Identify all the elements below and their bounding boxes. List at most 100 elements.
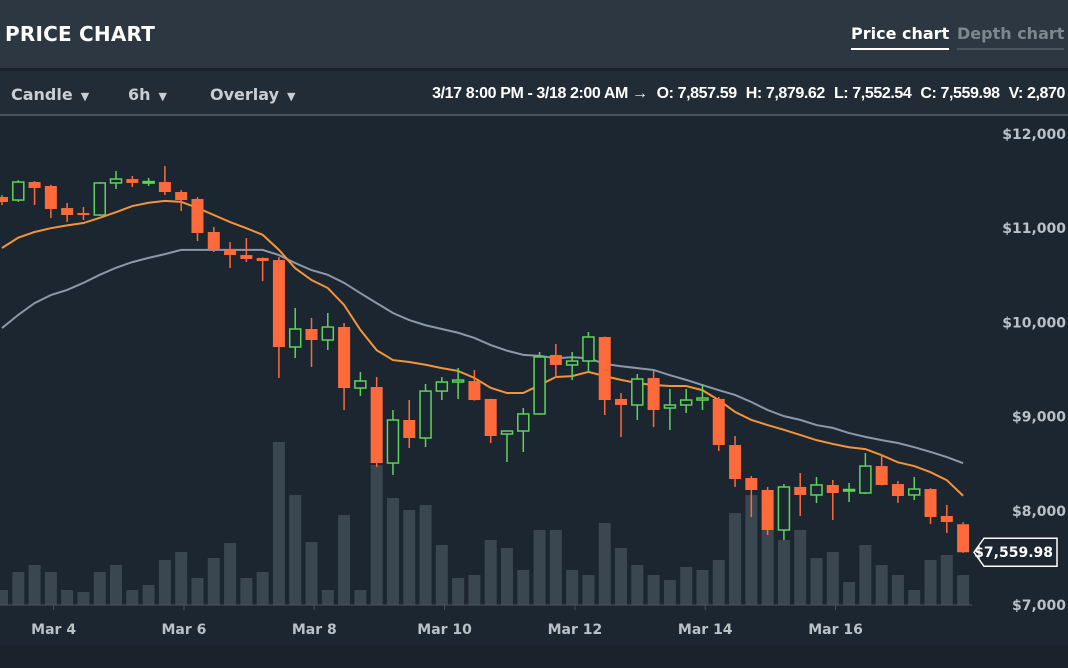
page-title: PRICE CHART [5,22,156,46]
candle-down [484,398,497,443]
volume-bar [305,541,318,605]
candle-down [712,397,725,451]
chart-type-dropdown[interactable]: Candle ▼ [11,85,89,104]
candle-down [468,369,481,401]
volume-bar [191,577,204,605]
volume-bar [272,441,285,605]
volume-bar [680,566,693,605]
candle-body [533,356,546,415]
candle-body [940,515,953,523]
candle-body [224,249,237,256]
candle-body [272,260,285,347]
candle-down [158,166,171,196]
price-chart[interactable]: Mar 4 Mar 6 Mar 8 Mar 10 Mar 12 Mar 14 Mar 16 $… [0,116,1068,645]
volume-bar [891,575,904,605]
candle-body [370,387,383,464]
candle-body [517,413,530,432]
candle-body [729,445,742,480]
volume-bar [566,569,579,605]
volume-bar [908,590,921,605]
volume-bar [484,540,497,605]
candle-body [598,337,611,401]
candle-body [761,489,774,531]
volume-bar [794,529,807,605]
ema-short-line [1,199,964,497]
volume-bars [0,441,970,605]
candle-up [93,182,106,216]
candle-up [12,180,25,202]
candle-down [370,377,383,467]
candle-body [500,430,514,435]
candle-body [615,398,628,406]
candle-body [207,231,220,250]
volume-bar [354,590,367,605]
candle-body [12,181,25,201]
candle-body [712,398,725,446]
candle-up [321,312,335,351]
last-price-tag [973,537,1058,567]
chart-type-label: Candle [11,85,73,104]
volume-bar [859,545,872,605]
volume-bar [500,547,513,605]
candle-body [957,524,970,553]
candle-down [729,436,742,487]
y-tick-label: $8,000 [1012,504,1066,520]
candle-body [419,390,432,439]
volume-bar [44,571,57,605]
candle-body [859,465,872,494]
volume-bar [810,557,823,605]
volume-bar [452,577,465,605]
candle-up [565,351,579,381]
volume-bar [240,577,253,605]
volume-bar [256,571,269,605]
candle-down [647,371,660,428]
x-tick-label: Mar 8 [292,622,337,638]
candle-body [777,486,791,531]
overlay-label: Overlay [210,85,279,104]
candle-up [842,483,856,503]
candle-body [354,380,367,389]
candle-body [826,484,839,493]
overlay-dropdown[interactable]: Overlay ▼ [210,85,295,104]
volume-bar [224,543,237,605]
open-value: O: 7,857.59 [656,85,738,102]
tab-depth-chart[interactable]: Depth chart [957,24,1065,50]
volume-bar [175,552,188,605]
candle-down [0,195,8,206]
low-value: L: 7,552.54 [833,85,912,102]
close-value: C: 7,559.98 [920,85,1000,102]
candle-body [61,208,74,216]
candle-body [875,466,888,485]
interval-dropdown[interactable]: 6h ▼ [128,85,167,104]
last-price-label: $7,559.98 [974,545,1053,561]
candle-body [842,488,856,492]
interval-label: 6h [128,85,151,104]
candle-down [940,504,953,534]
candle-up [907,476,921,500]
caret-down-icon: ▼ [158,90,167,103]
volume-bar [61,590,74,605]
candle-body [77,213,90,216]
candle-up [419,384,432,448]
candle-down [794,473,807,516]
candle-body [321,326,335,341]
volume-bar [93,571,106,605]
high-value: H: 7,879.62 [745,85,826,102]
candle-down [305,317,318,367]
volume-bar [631,564,644,605]
volume-bar [957,575,970,605]
ema-long-line [1,248,964,465]
candle-body [256,257,269,261]
candle-up [142,177,155,186]
candle-up [435,377,449,401]
chart-header: PRICE CHART Price chart Depth chart [0,0,1068,68]
candle-body [810,484,823,496]
y-tick-label: $10,000 [1002,315,1066,331]
volume-bar [126,590,139,605]
candle-up [859,453,872,495]
caret-down-icon: ▼ [287,90,296,103]
volume-bar [615,547,628,605]
tab-price-chart[interactable]: Price chart [851,24,950,50]
candle-body [647,377,660,411]
volume-bar [875,564,888,605]
